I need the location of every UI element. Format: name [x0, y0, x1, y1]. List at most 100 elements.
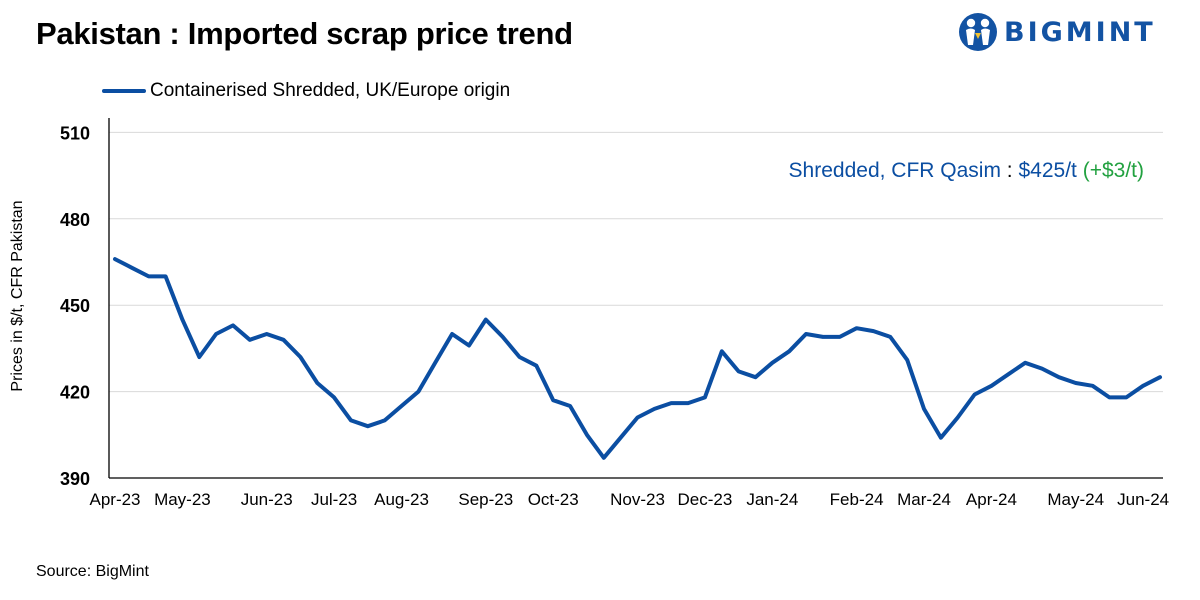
data-point	[602, 456, 605, 459]
data-point	[467, 344, 470, 347]
annotation-label: Shredded, CFR Qasim	[789, 159, 1001, 182]
x-tick-label: Jun-24	[1117, 490, 1169, 509]
data-point	[349, 419, 352, 422]
data-point	[299, 356, 302, 359]
data-point	[889, 335, 892, 338]
data-point	[670, 402, 673, 405]
data-point	[366, 425, 369, 428]
data-point	[906, 358, 909, 361]
logo-text: BIGMINT	[1004, 16, 1156, 48]
x-tick-label: Jun-23	[241, 490, 293, 509]
x-tick-label: Jan-24	[746, 490, 798, 509]
data-point	[400, 405, 403, 408]
data-point	[114, 258, 117, 261]
data-point	[535, 364, 538, 367]
y-tick-labels: 390 420 450 480 510	[60, 123, 90, 489]
legend: Containerised Shredded, UK/Europe origin	[102, 80, 510, 102]
y-tick-label: 450	[60, 296, 90, 316]
annotation-separator: :	[1001, 159, 1019, 182]
data-point	[501, 335, 504, 338]
data-point	[855, 327, 858, 330]
data-point	[1108, 396, 1111, 399]
data-point	[164, 275, 167, 278]
data-point	[316, 381, 319, 384]
data-point	[788, 350, 791, 353]
data-point	[939, 436, 942, 439]
x-tick-label: May-23	[154, 490, 211, 509]
data-point	[687, 402, 690, 405]
bigmint-logo: BIGMINT	[958, 8, 1156, 56]
data-point	[198, 356, 201, 359]
series-group	[113, 257, 1162, 460]
data-point	[1041, 367, 1044, 370]
price-annotation: Shredded, CFR Qasim : $425/t (+$3/t)	[789, 159, 1144, 182]
data-point	[1074, 381, 1077, 384]
data-point	[821, 335, 824, 338]
x-tick-labels: Apr-23 May-23 Jun-23 Jul-23 Aug-23 Sep-23 Oct-…	[89, 490, 1169, 509]
series-line-shredded	[113, 257, 1162, 460]
data-point	[215, 333, 218, 336]
data-point	[333, 396, 336, 399]
data-point	[282, 338, 285, 341]
x-tick-label: Nov-23	[610, 490, 665, 509]
data-point	[181, 318, 184, 321]
x-tick-label: Aug-23	[374, 490, 429, 509]
x-tick-label: Sep-23	[458, 490, 513, 509]
x-tick-label: Feb-24	[830, 490, 884, 509]
data-point	[754, 376, 757, 379]
data-point	[451, 333, 454, 336]
y-tick-label: 510	[60, 123, 90, 143]
data-point	[1159, 376, 1162, 379]
data-point	[1007, 373, 1010, 376]
annotation-change: (+$3/t)	[1083, 159, 1144, 182]
data-point	[417, 390, 420, 393]
source-note: Source: BigMint	[36, 563, 149, 580]
data-point	[923, 407, 926, 410]
data-point	[484, 318, 487, 321]
x-tick-label: Dec-23	[678, 490, 733, 509]
data-point	[703, 396, 706, 399]
x-tick-label: Jul-23	[311, 490, 357, 509]
data-point	[383, 419, 386, 422]
x-tick-label: Apr-23	[89, 490, 140, 509]
x-tick-label: Apr-24	[966, 490, 1017, 509]
x-tick-label: Oct-23	[528, 490, 579, 509]
data-point	[805, 333, 808, 336]
data-point	[265, 333, 268, 336]
data-point	[585, 433, 588, 436]
data-point	[872, 330, 875, 333]
data-point	[231, 324, 234, 327]
data-point	[1024, 361, 1027, 364]
data-point	[1057, 376, 1060, 379]
data-point	[838, 335, 841, 338]
y-tick-label: 420	[60, 383, 90, 403]
legend-swatch	[102, 89, 146, 93]
grid-lines	[109, 131, 1163, 393]
y-tick-label: 480	[60, 210, 90, 230]
data-point	[720, 350, 723, 353]
data-point	[130, 266, 133, 269]
data-point	[619, 436, 622, 439]
data-point	[248, 338, 251, 341]
data-point	[552, 399, 555, 402]
data-point	[737, 370, 740, 373]
data-point	[147, 275, 150, 278]
data-point	[1125, 396, 1128, 399]
data-point	[973, 393, 976, 396]
data-point	[990, 384, 993, 387]
data-point	[518, 356, 521, 359]
data-point	[1091, 384, 1094, 387]
data-point	[636, 416, 639, 419]
axes	[108, 118, 1163, 479]
x-tick-label: May-24	[1047, 490, 1104, 509]
data-point	[771, 361, 774, 364]
data-point	[956, 416, 959, 419]
annotation-price: $425/t	[1018, 159, 1077, 182]
data-point	[653, 407, 656, 410]
data-point	[569, 405, 572, 408]
y-tick-label: 390	[60, 469, 90, 489]
x-tick-label: Mar-24	[897, 490, 951, 509]
bigmint-logo-icon	[959, 13, 997, 51]
data-point	[1142, 384, 1145, 387]
